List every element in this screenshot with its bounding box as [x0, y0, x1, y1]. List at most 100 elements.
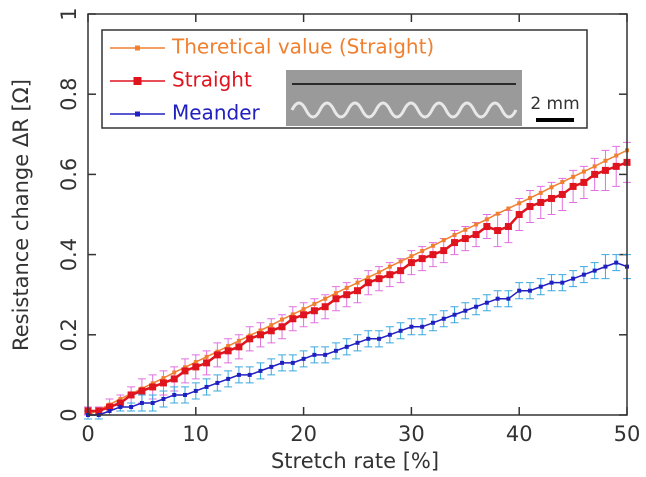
data-point: [375, 275, 383, 283]
inset-photo: 2 mm: [286, 70, 580, 126]
x-axis-title: Stretch rate [%]: [271, 449, 439, 473]
data-point: [258, 368, 263, 373]
legend-marker: [133, 77, 142, 85]
data-point: [301, 307, 306, 312]
data-point: [159, 379, 167, 387]
data-point: [484, 300, 489, 305]
data-point: [138, 387, 146, 395]
y-tick-label: 0.8: [57, 77, 81, 110]
data-point: [246, 335, 254, 343]
data-point: [256, 331, 264, 339]
data-point: [236, 338, 241, 343]
data-point: [301, 356, 306, 361]
x-tick-label: 50: [614, 422, 641, 446]
data-point: [581, 272, 586, 277]
data-point: [247, 372, 252, 377]
data-point: [172, 392, 177, 397]
data-point: [537, 198, 545, 206]
data-point: [612, 162, 620, 170]
data-point: [192, 363, 200, 371]
data-point: [441, 238, 446, 243]
data-point: [269, 323, 274, 328]
data-point: [398, 328, 403, 333]
data-point: [614, 260, 619, 265]
data-point: [474, 304, 479, 309]
data-point: [226, 344, 231, 349]
data-point: [580, 178, 588, 186]
data-point: [397, 267, 405, 275]
data-point: [484, 217, 489, 222]
data-point: [472, 231, 480, 239]
data-point: [269, 364, 274, 369]
data-point: [452, 232, 457, 237]
data-point: [429, 251, 437, 259]
data-point: [386, 271, 394, 279]
data-point: [150, 381, 155, 386]
data-point: [354, 287, 361, 295]
data-point: [149, 383, 157, 391]
plot-area: 0 10 20 30 40 50 0 0.2 0.4 0.6 0.8 1: [57, 7, 640, 446]
legend-label: Meander: [172, 101, 260, 125]
data-point: [495, 211, 500, 216]
data-point: [344, 344, 349, 349]
data-point: [506, 206, 511, 211]
data-point: [409, 324, 414, 329]
data-point: [461, 235, 469, 243]
data-point: [235, 343, 243, 351]
data-point: [364, 279, 372, 287]
data-point: [333, 291, 338, 296]
data-point: [161, 376, 166, 381]
data-point: [355, 280, 360, 285]
data-point: [515, 211, 523, 218]
legend-marker: [135, 111, 140, 117]
data-point: [387, 264, 392, 269]
data-point: [548, 194, 556, 202]
meander-wire: [290, 101, 518, 119]
data-point: [333, 348, 338, 353]
photo-background: [286, 70, 522, 126]
y-tick-label: 0: [57, 408, 81, 421]
data-point: [571, 276, 576, 281]
x-tick-label: 40: [506, 422, 533, 446]
legend: Theretical value (Straight) Straight Meand…: [110, 35, 434, 125]
data-point: [290, 312, 295, 317]
x-tick-label: 20: [290, 422, 317, 446]
data-point: [517, 288, 522, 293]
data-point: [463, 308, 468, 313]
data-point: [420, 324, 425, 329]
data-point: [494, 227, 502, 235]
data-point: [440, 247, 448, 255]
data-point: [204, 384, 209, 389]
scale-label: 2 mm: [530, 94, 579, 114]
data-point: [193, 388, 198, 393]
data-point: [127, 391, 135, 399]
data-point: [366, 336, 371, 341]
data-point: [280, 360, 285, 365]
data-point: [581, 169, 586, 174]
data-point: [377, 336, 382, 341]
legend-label: Straight: [172, 68, 252, 92]
data-point: [592, 164, 597, 169]
data-point: [614, 153, 619, 158]
data-point: [344, 285, 349, 290]
data-point: [441, 316, 446, 321]
data-point: [280, 317, 285, 322]
data-point: [183, 392, 188, 397]
x-tick-label: 0: [81, 422, 94, 446]
data-point: [183, 365, 188, 370]
data-point: [321, 303, 329, 311]
data-point: [366, 275, 371, 280]
data-point: [571, 174, 576, 179]
data-point: [407, 259, 415, 267]
data-point: [300, 311, 308, 319]
data-point: [483, 223, 491, 231]
data-point: [118, 404, 123, 409]
data-point: [517, 201, 522, 206]
data-point: [601, 166, 609, 174]
data-point: [527, 288, 532, 293]
y-tick-label: 0.4: [57, 238, 81, 271]
data-point: [312, 352, 317, 357]
data-point: [558, 190, 566, 198]
legend-marker: [135, 45, 140, 51]
